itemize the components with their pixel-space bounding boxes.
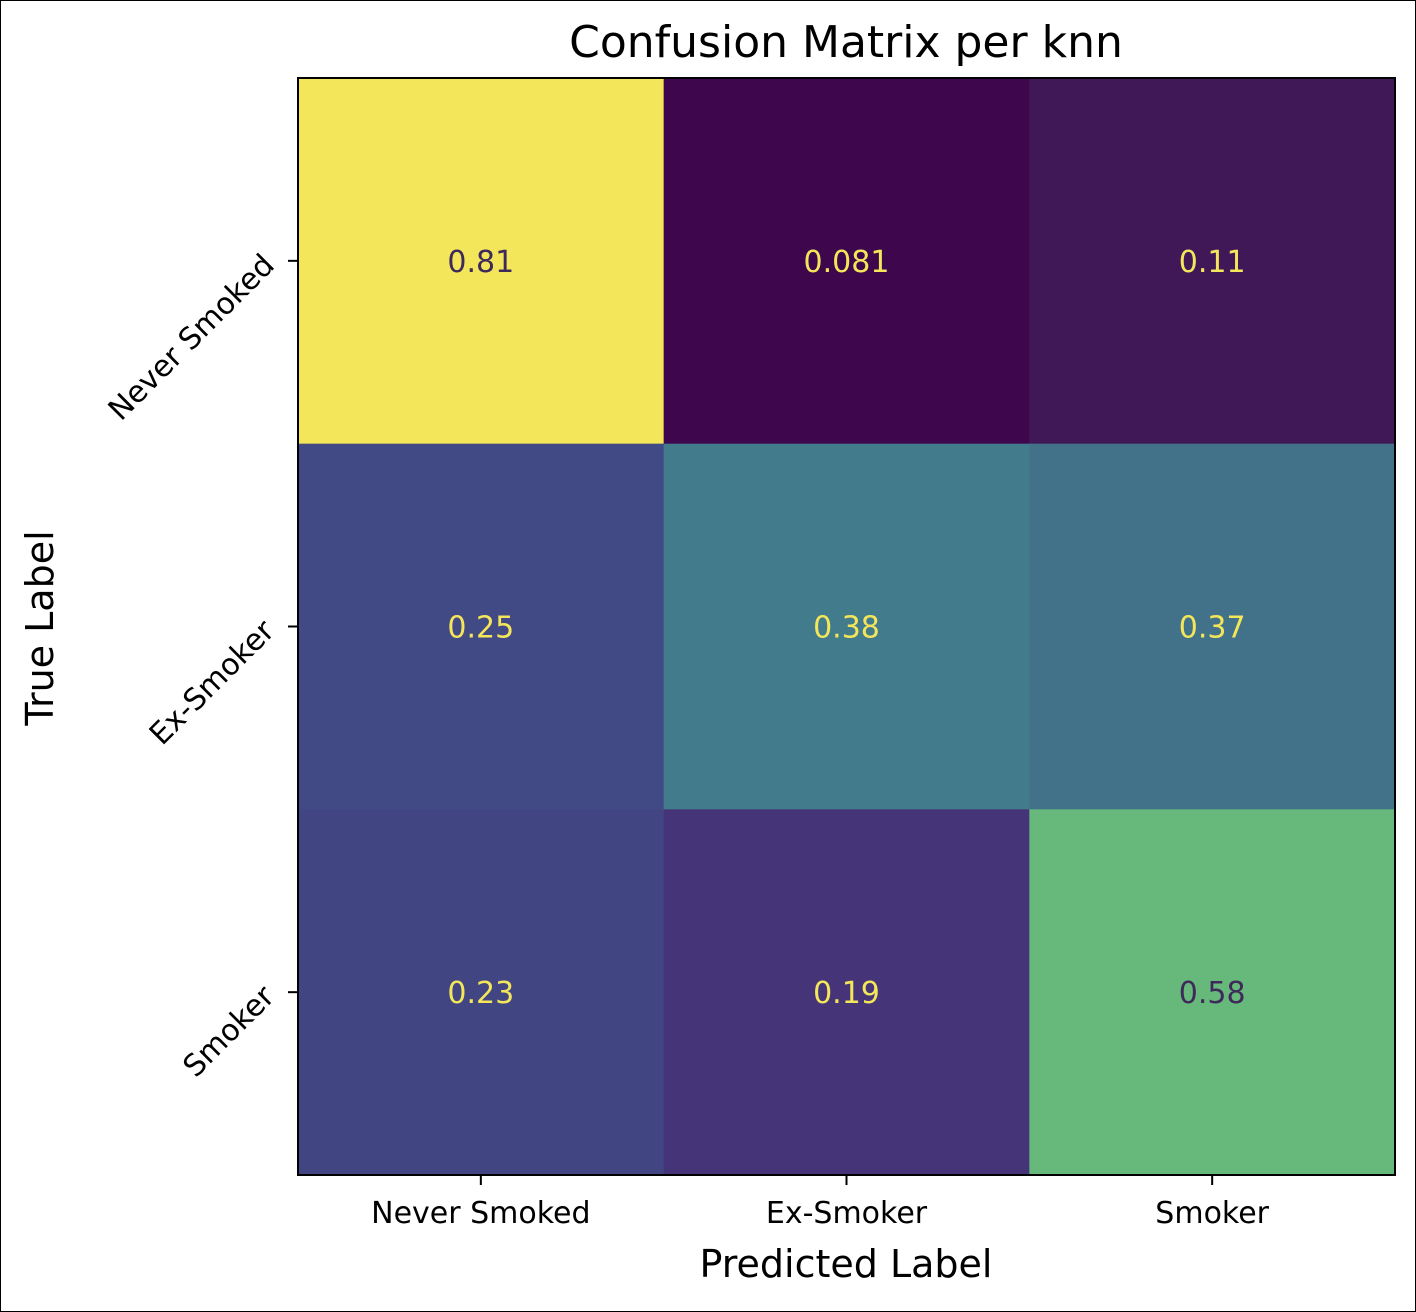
- heatmap-cell-ex-smoker-never-smoked: [298, 443, 665, 810]
- cell-value-label: 0.11: [1179, 245, 1246, 280]
- heatmap-cell-never-smoked-smoker: [1029, 78, 1396, 445]
- cell-value-label: 0.25: [447, 611, 514, 646]
- heatmap-cell-ex-smoker-ex-smoker: [663, 443, 1030, 810]
- heatmap-cells: 0.81 0.081 0.11 0.25 0.38 0.37 0.23 0.19 0.58: [298, 78, 1396, 1176]
- x-axis-ticks: Never Smoked Ex-Smoker Smoker: [371, 1175, 1270, 1231]
- y-tick-label-smoker: Smoker: [176, 979, 282, 1085]
- cell-value-label: 0.38: [813, 611, 880, 646]
- cell-value-label: 0.37: [1179, 611, 1246, 646]
- heatmap-cell-smoker-ex-smoker: [663, 809, 1030, 1176]
- y-tick-label-never-smoked: Never Smoked: [102, 248, 282, 428]
- heatmap-cell-never-smoked-ex-smoker: [663, 78, 1030, 445]
- heatmap-cell-smoker-never-smoked: [298, 809, 665, 1176]
- cell-value-label: 0.81: [447, 245, 514, 280]
- cell-value-label: 0.23: [447, 976, 514, 1011]
- heatmap-cell-never-smoked-never-smoked: [298, 78, 665, 445]
- cell-value-label: 0.19: [813, 976, 880, 1011]
- x-tick-label-never-smoked: Never Smoked: [371, 1196, 590, 1231]
- chart-title: Confusion Matrix per knn: [569, 17, 1123, 68]
- cell-value-label: 0.081: [804, 245, 890, 280]
- heatmap-cell-ex-smoker-smoker: [1029, 443, 1396, 810]
- x-tick-label-ex-smoker: Ex-Smoker: [766, 1196, 928, 1231]
- y-tick-label-ex-smoker: Ex-Smoker: [143, 613, 282, 752]
- y-axis-label: True Label: [18, 530, 62, 726]
- heatmap-cell-smoker-smoker: [1029, 809, 1396, 1176]
- x-axis-label: Predicted Label: [700, 1242, 993, 1286]
- y-axis-ticks: Never Smoked Ex-Smoker Smoker: [102, 248, 298, 1084]
- x-tick-label-smoker: Smoker: [1155, 1196, 1269, 1231]
- cell-value-label: 0.58: [1179, 976, 1246, 1011]
